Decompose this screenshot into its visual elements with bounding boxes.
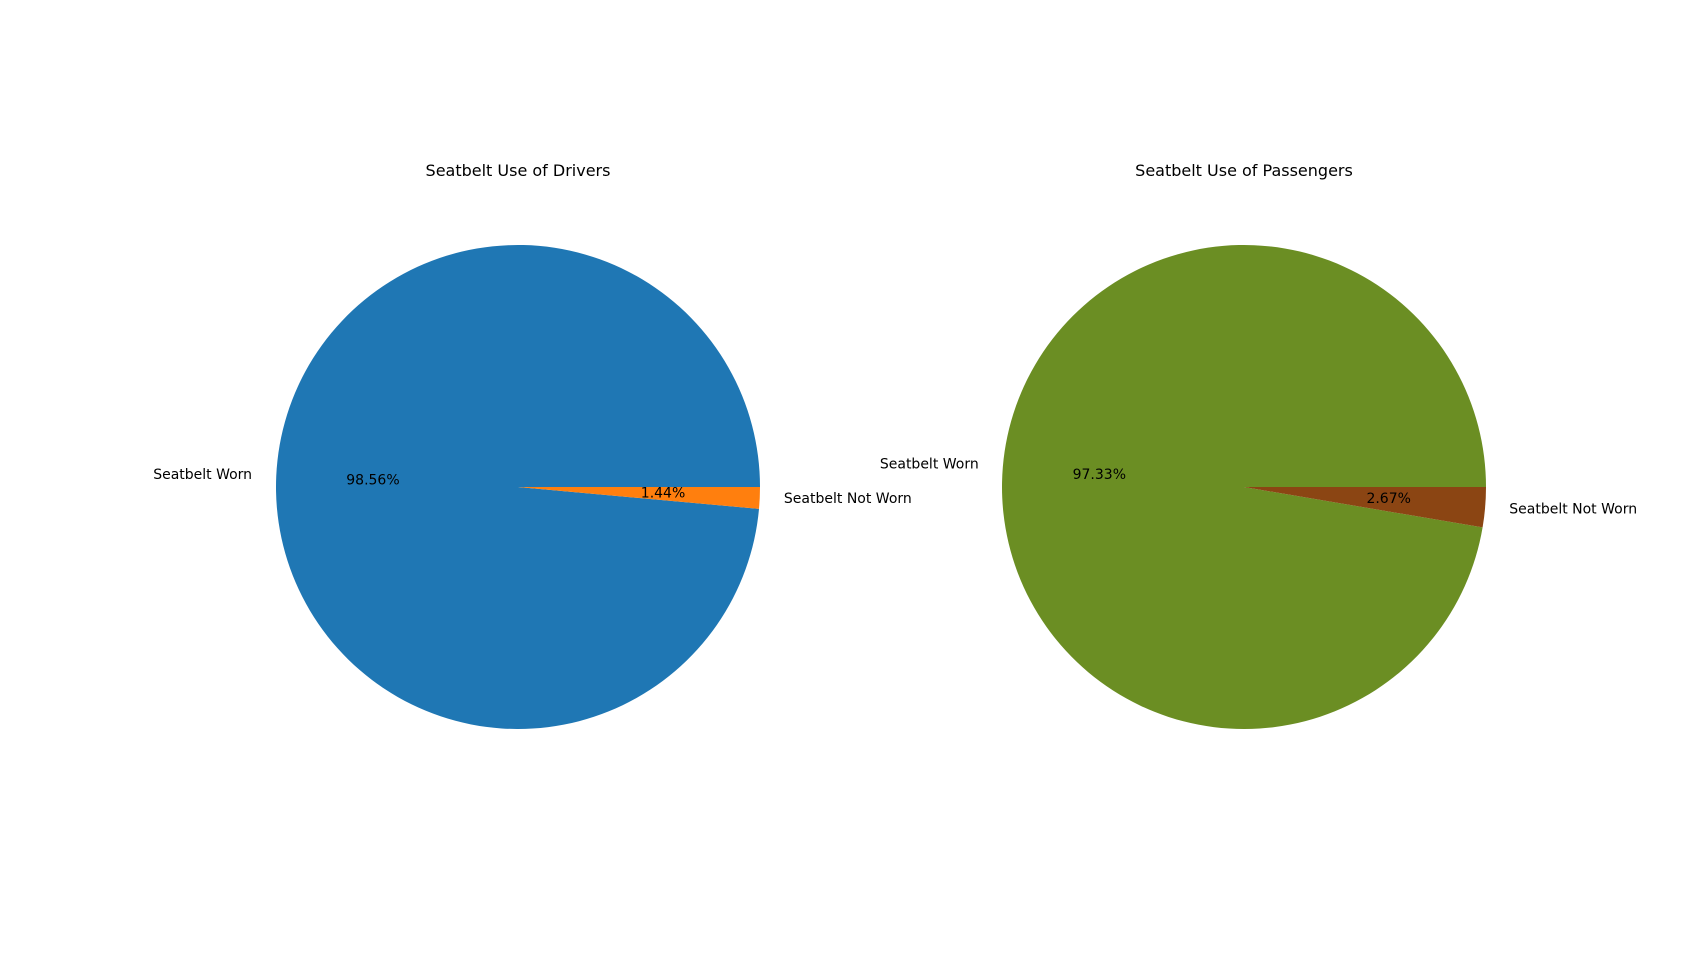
pie-slices-drivers	[276, 245, 760, 730]
pie-slice-passengers-seatbelt-not-worn	[1244, 487, 1486, 528]
slice-percent-passengers-seatbelt-worn: 97.33%	[1073, 467, 1126, 483]
pie-slices-passengers	[1002, 244, 1486, 729]
pie-chart-passengers: Seatbelt Use of Passengers Seatbelt Worn…	[880, 161, 1637, 729]
pie-slice-passengers-seatbelt-worn	[1002, 244, 1486, 729]
slice-percent-drivers-seatbelt-not-worn: 1.44%	[641, 486, 685, 502]
slice-label-passengers-seatbelt-not-worn: Seatbelt Not Worn	[1509, 501, 1637, 517]
slice-label-passengers-seatbelt-worn: Seatbelt Worn	[880, 457, 979, 473]
slice-percent-passengers-seatbelt-not-worn: 2.67%	[1366, 491, 1410, 507]
pie-slice-drivers-seatbelt-not-worn	[518, 487, 760, 509]
chart-title-passengers: Seatbelt Use of Passengers	[1135, 161, 1353, 180]
slice-percent-drivers-seatbelt-worn: 98.56%	[346, 472, 399, 488]
pie-slice-drivers-seatbelt-worn	[276, 245, 760, 730]
slice-label-drivers-seatbelt-worn: Seatbelt Worn	[153, 467, 252, 483]
slice-label-drivers-seatbelt-not-worn: Seatbelt Not Worn	[784, 491, 912, 507]
pie-chart-drivers: Seatbelt Use of Drivers Seatbelt Worn 98.…	[153, 161, 912, 730]
chart-title-drivers: Seatbelt Use of Drivers	[426, 161, 611, 180]
